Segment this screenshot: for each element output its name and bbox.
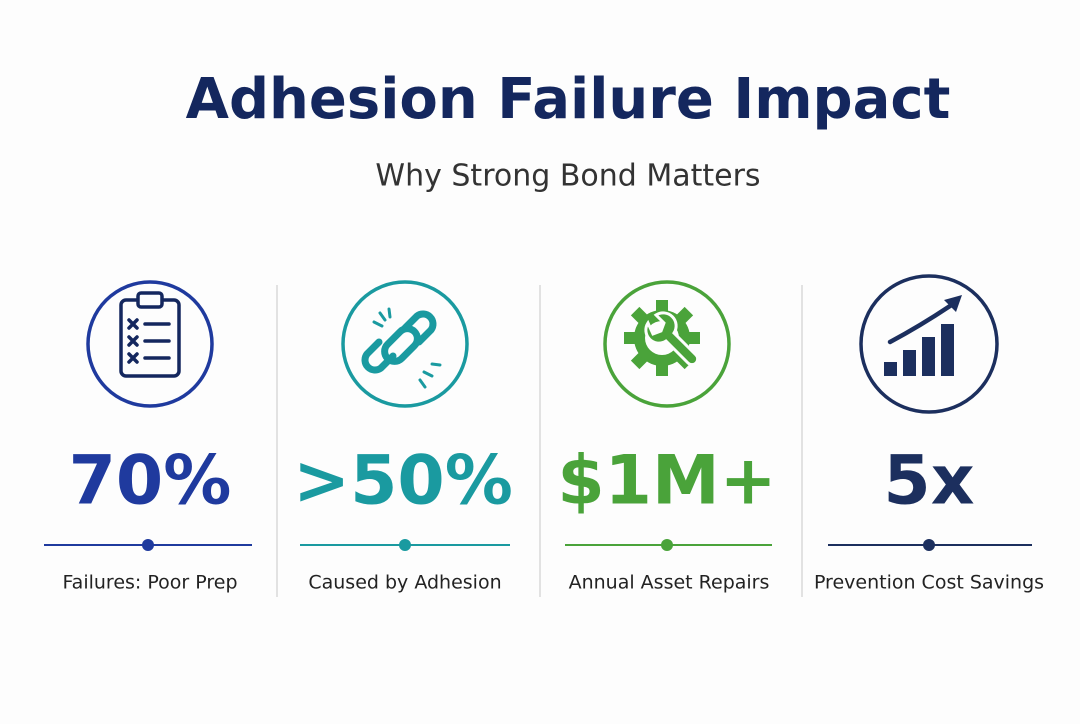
growth-icon bbox=[884, 295, 962, 376]
stat-card: 5x Prevention Cost Savings bbox=[814, 274, 1044, 594]
wrench-icon bbox=[644, 311, 700, 367]
chain-icon bbox=[361, 310, 437, 374]
stat-value: 5x bbox=[883, 442, 974, 521]
stat-card: >50% Caused by Adhesion bbox=[293, 280, 513, 594]
stat-label: Failures: Poor Prep bbox=[63, 572, 238, 594]
stat-value: $1M+ bbox=[557, 442, 776, 521]
dividers bbox=[276, 285, 803, 597]
icon-circle bbox=[859, 274, 999, 414]
stat-label: Caused by Adhesion bbox=[308, 572, 501, 594]
icon-circle bbox=[341, 280, 469, 408]
stat-label: Annual Asset Repairs bbox=[569, 572, 770, 594]
stat-label: Prevention Cost Savings bbox=[814, 572, 1044, 594]
spark-lines bbox=[372, 307, 442, 389]
stat-value: 70% bbox=[69, 442, 232, 521]
stat-card: 70% Failures: Poor Prep bbox=[44, 280, 252, 594]
separator-dot bbox=[399, 539, 411, 551]
stat-value: >50% bbox=[293, 442, 513, 521]
clipboard-icon bbox=[119, 291, 181, 378]
title: Adhesion Failure Impact bbox=[186, 67, 951, 132]
icon-circle bbox=[603, 280, 731, 408]
stat-card: $1M+ Annual Asset Repairs bbox=[557, 280, 777, 594]
separator-dot bbox=[661, 539, 673, 551]
separator-dot bbox=[142, 539, 154, 551]
subtitle: Why Strong Bond Matters bbox=[375, 159, 760, 194]
separator-dot bbox=[923, 539, 935, 551]
icon-circle bbox=[86, 280, 214, 408]
